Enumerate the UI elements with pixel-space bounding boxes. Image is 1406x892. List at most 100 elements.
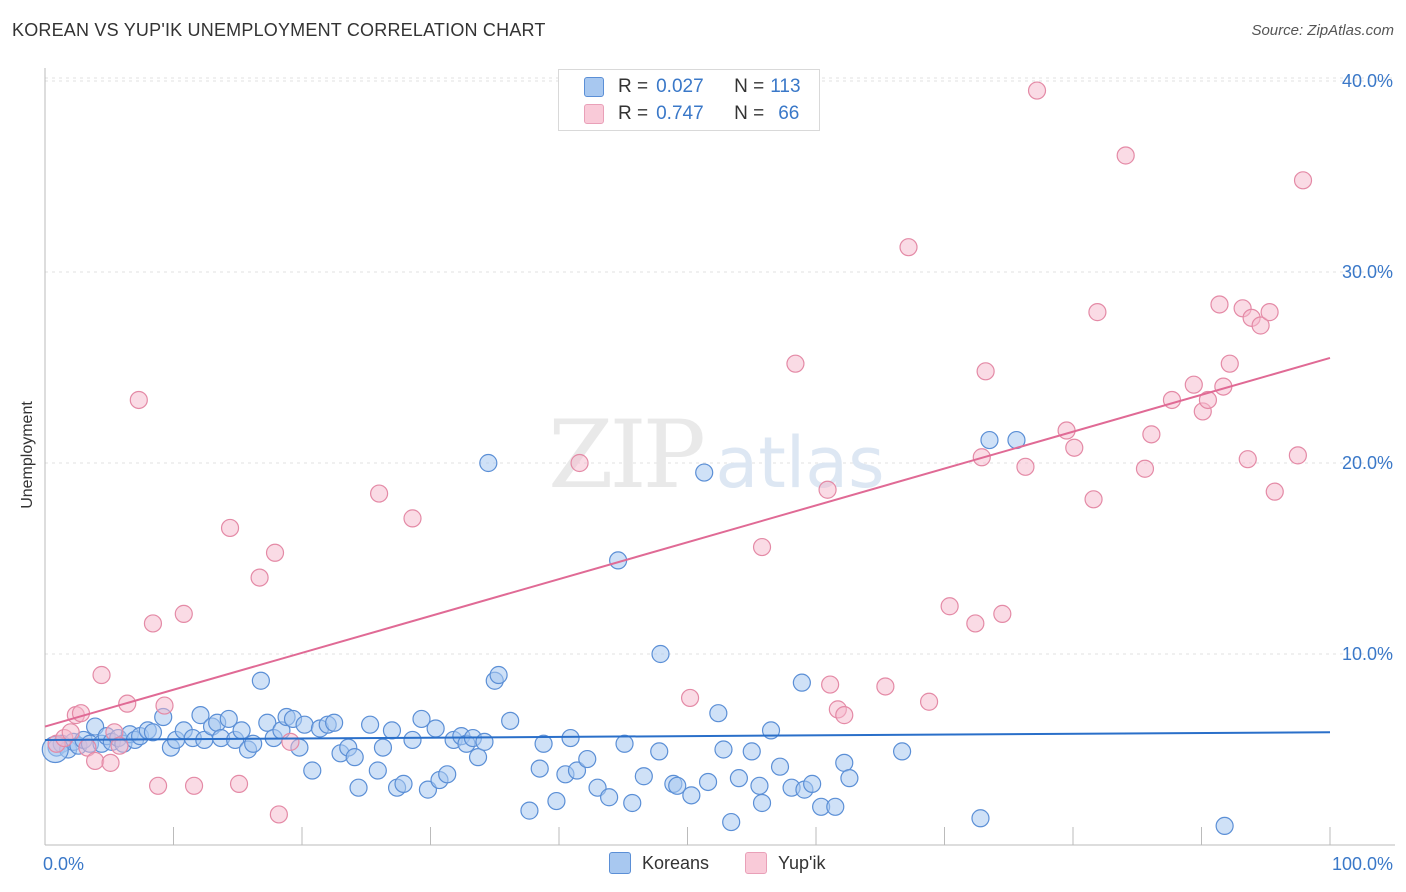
chart-title: KOREAN VS YUP'IK UNEMPLOYMENT CORRELATIO…	[12, 20, 546, 40]
yupik-point	[1142, 425, 1161, 444]
korean-point	[826, 797, 845, 816]
yupik-point	[250, 568, 269, 587]
series-legend: Koreans Yup'ik	[0, 852, 1406, 878]
yupik-point	[570, 453, 589, 473]
yupik-point	[101, 753, 120, 772]
y-tick-label: 30.0%	[1342, 262, 1393, 282]
yupik-n-value: 66	[778, 103, 800, 124]
korean-point	[578, 749, 597, 769]
yupik-point	[940, 597, 959, 616]
tick-labels: 10.0% 20.0% 30.0% 40.0% 0.0% 100.0%	[43, 71, 1393, 874]
korean-point	[567, 761, 587, 780]
korean-point	[394, 774, 413, 793]
watermark-atlas: atlas	[715, 422, 884, 504]
koreans-points	[41, 430, 1234, 836]
x-tick-label-min: 0.0%	[43, 854, 84, 874]
yupik-n-label: N =	[734, 103, 765, 124]
yupik-point	[1260, 303, 1279, 322]
yupik-point	[184, 776, 204, 795]
korean-point	[530, 759, 549, 778]
korean-point	[382, 721, 402, 740]
legend-item-koreans[interactable]: Koreans	[609, 852, 709, 874]
korean-point	[750, 776, 769, 795]
legend-item-yupik[interactable]: Yup'ik	[745, 852, 825, 874]
korean-point	[479, 453, 498, 473]
korean-point	[520, 801, 539, 820]
yupik-point	[876, 677, 895, 696]
yupik-point	[1116, 146, 1135, 165]
korean-point	[623, 793, 642, 813]
koreans-r-label: R =	[618, 76, 649, 97]
yupik-point	[1057, 421, 1076, 440]
korean-point	[752, 793, 772, 813]
yupik-point	[1088, 303, 1107, 322]
yupik-trend-line	[44, 356, 1331, 728]
korean-point	[349, 778, 368, 797]
yupik-legend-label: Yup'ik	[778, 852, 826, 873]
korean-point	[971, 809, 990, 828]
korean-point	[668, 776, 687, 795]
korean-point	[534, 734, 553, 753]
watermark: ZIP atlas	[548, 401, 884, 510]
yupik-points	[47, 81, 1313, 824]
yupik-point	[752, 537, 772, 557]
korean-point	[651, 644, 670, 664]
yupik-point	[370, 484, 389, 503]
korean-point	[615, 734, 634, 753]
yupik-point	[899, 238, 918, 257]
koreans-legend-swatch	[609, 852, 631, 874]
y-tick-label: 20.0%	[1342, 453, 1393, 473]
korean-point	[368, 761, 387, 780]
yupik-r-value: 0.747	[656, 103, 704, 124]
korean-point	[412, 709, 431, 729]
yupik-point	[821, 675, 840, 694]
korean-point	[634, 767, 653, 786]
korean-point	[835, 753, 854, 772]
yupik-point	[220, 518, 240, 538]
yupik-point	[61, 723, 80, 742]
yupik-point	[976, 362, 995, 381]
korean-point	[1215, 816, 1234, 836]
korean-point	[840, 769, 859, 788]
yupik-point	[71, 704, 91, 723]
koreans-trend-line	[44, 731, 1331, 741]
yupik-point	[265, 543, 285, 562]
korean-point	[892, 742, 912, 761]
yupik-swatch	[584, 104, 604, 124]
correlation-legend: R = 0.027 N = 113 R = 0.747 N = 66	[558, 69, 820, 131]
korean-point	[770, 757, 790, 776]
korean-point	[325, 713, 344, 732]
korean-point	[792, 673, 811, 692]
yupik-point	[1220, 354, 1239, 373]
yupik-point	[680, 688, 700, 708]
koreans-n-label: N =	[734, 76, 765, 97]
legend-row-yupik: R = 0.747 N = 66	[584, 102, 799, 126]
yupik-point	[143, 614, 163, 633]
source-note: Source: ZipAtlas.com	[1251, 22, 1394, 39]
yupik-point	[129, 390, 148, 410]
yupik-point	[229, 774, 249, 793]
yupik-point	[1210, 295, 1229, 314]
yupik-point	[1065, 438, 1084, 457]
gridlines	[45, 77, 1395, 655]
korean-point	[547, 791, 566, 811]
yupik-point	[1251, 316, 1270, 335]
yupik-point	[966, 614, 985, 633]
koreans-legend-label: Koreans	[642, 852, 710, 873]
korean-point	[501, 711, 520, 730]
axes	[44, 68, 1395, 846]
yupik-legend-swatch	[745, 852, 767, 874]
yupik-point	[110, 736, 129, 755]
yupik-point	[1135, 459, 1155, 478]
korean-point	[709, 704, 728, 723]
watermark-zip: ZIP	[548, 401, 702, 510]
korean-point	[468, 748, 488, 767]
korean-point	[373, 738, 393, 757]
yupik-point	[1265, 482, 1284, 501]
yupik-point	[281, 732, 300, 751]
yupik-point	[786, 354, 805, 373]
korean-point	[698, 772, 718, 792]
korean-point	[232, 721, 251, 740]
yupik-point	[993, 604, 1012, 623]
